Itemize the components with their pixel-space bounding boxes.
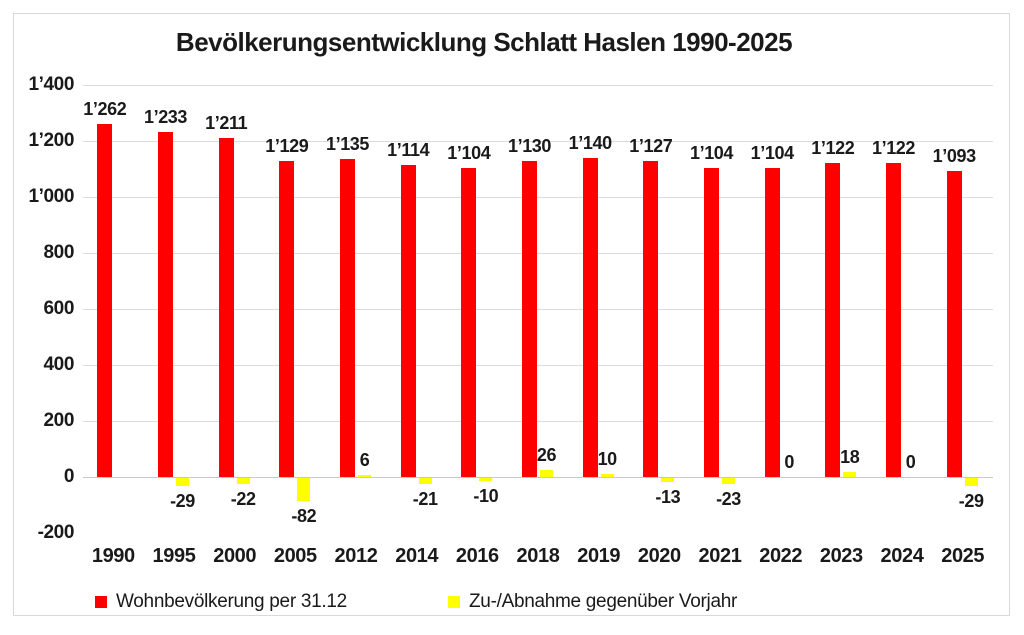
- population-value-label: 1’130: [507, 135, 552, 156]
- delta-value-label: 6: [359, 450, 370, 471]
- gridline: [83, 365, 993, 366]
- legend-swatch-delta: [448, 596, 460, 608]
- y-tick-label: 1’400: [28, 74, 74, 95]
- population-value-label: 1’104: [447, 142, 491, 163]
- y-tick-label: 200: [43, 410, 74, 431]
- population-value-label: 1’127: [629, 136, 673, 157]
- population-value-label: 1’104: [689, 142, 734, 163]
- delta-value-label: 26: [536, 444, 557, 465]
- y-tick-label: 800: [43, 242, 74, 263]
- delta-value-label: -23: [716, 489, 741, 510]
- legend-label-delta: Zu-/Abnahme gegenüber Vorjahr: [469, 591, 738, 612]
- bar-delta-2021: [722, 478, 735, 485]
- y-tick-label: 0: [63, 466, 75, 487]
- x-tick-2025: 2025: [941, 545, 985, 567]
- bar-population-2000: [218, 137, 234, 477]
- bar-delta-2016: [479, 478, 493, 481]
- bar-delta-2019: [600, 474, 614, 477]
- delta-value-label: -10: [473, 485, 499, 506]
- legend-item-delta: Zu-/Abnahme gegenüber Vorjahr: [448, 589, 737, 615]
- delta-value-label: -82: [291, 506, 317, 526]
- x-tick-2014: 2014: [395, 545, 439, 567]
- legend: Wohnbevölkerung per 31.12 Zu-/Abnahme ge…: [0, 589, 1024, 615]
- delta-value-label: 18: [840, 447, 860, 467]
- population-value-label: 1’233: [143, 106, 188, 127]
- x-tick-2024: 2024: [880, 545, 924, 567]
- delta-value-label: 0: [905, 452, 916, 472]
- delta-value-label: 0: [784, 452, 794, 472]
- population-value-label: 1’114: [387, 140, 430, 161]
- population-value-label: 1’093: [932, 146, 976, 166]
- y-tick-label: 1’200: [28, 130, 74, 151]
- population-value-label: 1’211: [205, 112, 248, 133]
- bar-delta-2014: [418, 478, 432, 484]
- gridline: [83, 197, 993, 198]
- gridline: [83, 253, 993, 254]
- x-tick-2022: 2022: [759, 545, 803, 567]
- delta-value-label: -13: [655, 486, 681, 507]
- bar-delta-2005: [297, 478, 311, 501]
- gridline: [83, 141, 993, 142]
- y-tick-label: -200: [37, 522, 75, 543]
- bar-population-2019: [582, 157, 598, 477]
- bar-delta-2023: [843, 472, 857, 477]
- gridline: [83, 309, 993, 310]
- chart-title: Bevölkerungsentwicklung Schlatt Haslen 1…: [175, 27, 793, 57]
- bar-delta-2012: [358, 475, 371, 477]
- delta-value-label: 10: [597, 449, 618, 470]
- zero-axis-line: [83, 477, 993, 478]
- population-value-label: 1’129: [265, 135, 309, 156]
- y-tick-label: 1’000: [28, 186, 74, 207]
- bar-population-2022: [764, 167, 780, 477]
- delta-value-label: -29: [958, 491, 984, 512]
- bar-delta-2000: [236, 478, 250, 485]
- legend-label-population: Wohnbevölkerung per 31.12: [116, 591, 347, 612]
- population-value-label: 1’122: [811, 137, 855, 158]
- bar-population-1990: [97, 123, 113, 477]
- gridline: [83, 85, 993, 86]
- x-tick-2018: 2018: [516, 545, 560, 567]
- x-tick-2005: 2005: [273, 545, 317, 567]
- x-tick-2016: 2016: [455, 545, 499, 567]
- bar-population-2023: [825, 162, 841, 477]
- x-tick-2023: 2023: [819, 545, 863, 567]
- population-value-label: 1’135: [325, 134, 370, 155]
- legend-item-population: Wohnbevölkerung per 31.12: [95, 589, 347, 615]
- bar-population-2021: [704, 167, 719, 477]
- bar-delta-2018: [540, 469, 553, 477]
- bar-delta-1995: [176, 478, 189, 487]
- bar-population-2012: [340, 159, 355, 477]
- bar-population-1995: [158, 131, 173, 477]
- delta-value-label: -22: [230, 489, 256, 510]
- population-value-label: 1’262: [83, 98, 127, 119]
- chart-frame: [13, 13, 1010, 616]
- bar-population-2018: [522, 160, 537, 477]
- y-tick-label: 400: [43, 354, 74, 375]
- bar-population-2024: [886, 162, 901, 477]
- x-tick-2021: 2021: [698, 545, 742, 567]
- bar-population-2016: [461, 167, 477, 477]
- delta-value-label: -21: [412, 488, 438, 509]
- population-value-label: 1’104: [750, 142, 794, 163]
- bar-population-2014: [400, 165, 416, 477]
- x-tick-2020: 2020: [637, 545, 681, 567]
- x-tick-2012: 2012: [334, 545, 378, 567]
- legend-swatch-population: [95, 596, 107, 608]
- y-tick-label: 600: [43, 298, 74, 319]
- population-value-label: 1’122: [871, 137, 916, 158]
- gridline: [83, 421, 993, 422]
- bar-delta-2020: [661, 478, 675, 482]
- x-tick-1995: 1995: [152, 545, 196, 567]
- x-tick-2000: 2000: [213, 545, 257, 567]
- bar-population-2005: [279, 160, 295, 477]
- x-tick-2019: 2019: [577, 545, 621, 567]
- bar-delta-2025: [964, 478, 978, 487]
- delta-value-label: -29: [170, 491, 195, 512]
- population-value-label: 1’140: [568, 132, 612, 153]
- bar-population-2020: [643, 161, 659, 477]
- x-tick-1990: 1990: [91, 545, 135, 567]
- bar-population-2025: [946, 171, 962, 477]
